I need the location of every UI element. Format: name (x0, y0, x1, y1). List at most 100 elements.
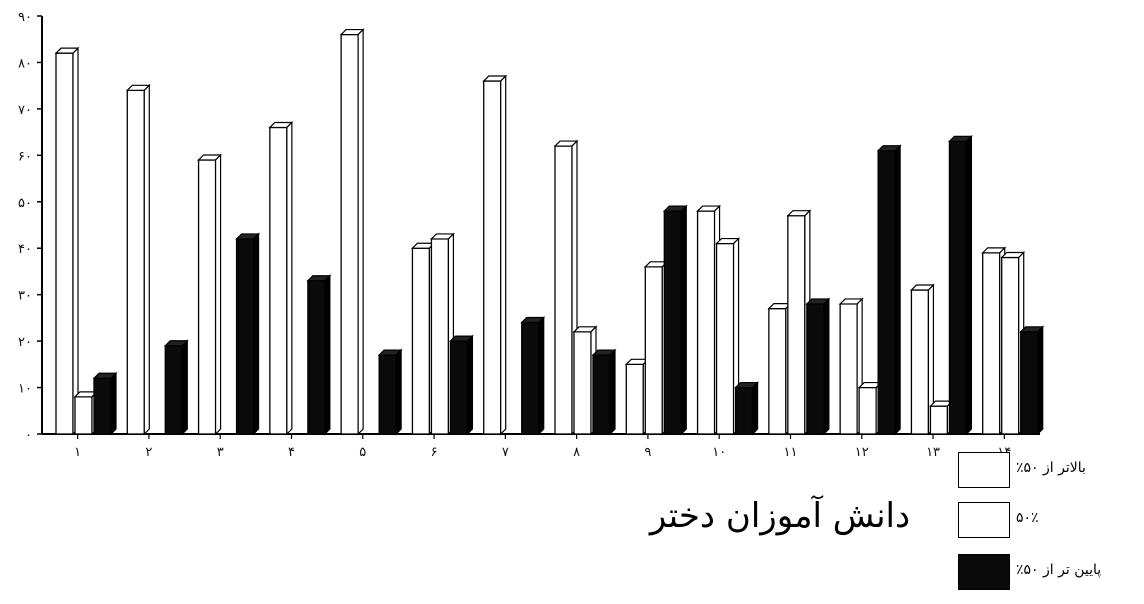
bar-above-50 (197, 153, 223, 436)
bar-front (126, 89, 145, 435)
x-tick-label: ۴ (288, 445, 295, 460)
x-tick-label: ۱۳ (926, 445, 940, 460)
bar-below-50 (377, 348, 403, 436)
y-tick-label: ۴۰ (18, 242, 32, 257)
bar-front (734, 386, 754, 435)
bar-front (696, 210, 716, 435)
bar-above-50 (54, 46, 80, 436)
x-tick-label: ۷ (502, 445, 509, 460)
bar-side (466, 334, 474, 436)
y-axis: ۰ ۱۰ ۲۰ ۳۰ ۴۰ ۵۰ ۶۰ ۷۰ ۸۰ ۹۰ (18, 10, 43, 443)
bar-front (93, 377, 112, 435)
legend-label-below-50: پایین تر از ۵۰٪ (1016, 562, 1102, 578)
bar-front (74, 396, 93, 435)
y-tick-label: ۱۰ (18, 382, 32, 397)
x-tick-label: ۹ (644, 445, 651, 460)
legend-item-50: ۵۰٪ (958, 498, 1142, 542)
legend-item-below-50: پایین تر از ۵۰٪ (958, 550, 1142, 594)
bar-side (680, 204, 687, 436)
bar-below-50 (805, 297, 831, 436)
bar-front (1020, 331, 1039, 435)
y-tick-label: ۸۰ (18, 56, 32, 71)
bar-front (521, 321, 540, 435)
bar-below-50 (876, 144, 902, 436)
bar-below-50 (163, 339, 189, 436)
bar-side (823, 297, 830, 436)
bar-front (948, 140, 968, 435)
bar-side (110, 371, 117, 436)
bar-side (214, 153, 222, 436)
bar-above-50 (553, 139, 579, 436)
x-tick-label: ۱۰ (712, 445, 726, 460)
bars (54, 28, 1045, 436)
bar-below-50 (662, 204, 688, 436)
bar-front (806, 303, 825, 435)
bar-side (181, 339, 188, 436)
legend-label-above-50: بالاتر از ۵۰٪ (1016, 460, 1086, 476)
bar-front (929, 405, 949, 435)
x-tick-label: ۲ (145, 445, 152, 460)
bar-side (143, 83, 150, 436)
bar-side (286, 121, 293, 436)
bar-front (877, 150, 896, 435)
bar-below-50 (520, 316, 546, 436)
bar-front (197, 159, 217, 435)
bar-side (538, 316, 545, 436)
bar-below-50 (92, 371, 118, 436)
bar-side (324, 274, 331, 436)
legend-swatch-50 (958, 502, 1010, 538)
bar-below-50 (734, 381, 760, 436)
bar-side (1037, 325, 1044, 436)
y-tick-label: ۷۰ (18, 103, 32, 118)
bar-front (269, 126, 288, 435)
bar-equal-50 (786, 209, 812, 436)
bar-front (164, 345, 183, 435)
bar-side (894, 144, 901, 436)
bar-above-50 (339, 28, 365, 436)
bar-side (252, 232, 260, 436)
bar-front (55, 52, 74, 435)
bar-below-50 (448, 334, 474, 436)
bar-front (554, 145, 573, 435)
bar-front (839, 303, 858, 435)
x-tick-label: ۶ (431, 445, 438, 460)
bar-front (411, 247, 431, 435)
bar-below-50 (947, 134, 973, 436)
bar-below-50 (591, 348, 617, 436)
y-tick-label: ۵۰ (18, 196, 32, 211)
bar-front (1001, 256, 1020, 435)
y-tick-label: ۹۰ (18, 10, 32, 25)
bar-side (357, 28, 364, 436)
bar-above-50 (125, 83, 151, 436)
bar-front (235, 238, 255, 435)
bar-equal-50 (1000, 251, 1026, 436)
y-tick-label: ۲۰ (18, 335, 32, 350)
x-axis: ۱۲۳۴۵۶۷۸۹۱۰۱۱۱۲۱۳۱۴ (42, 433, 1040, 460)
bar-front (573, 331, 592, 435)
bar-front (910, 289, 930, 435)
bar-front (787, 215, 806, 435)
bar-front (663, 210, 682, 435)
x-tick-label: ۱۲ (855, 445, 869, 460)
x-tick-label: ۵ (359, 445, 366, 460)
bar-front (625, 363, 644, 435)
bar-front (449, 340, 469, 435)
y-tick-label: ۰ (25, 428, 32, 443)
bar-side (500, 74, 507, 436)
bar-front (768, 307, 787, 435)
legend-swatch-above-50 (958, 452, 1010, 488)
bar-side (965, 134, 973, 436)
bar-front (982, 252, 1001, 435)
x-tick-label: ۸ (573, 445, 580, 460)
bar-front (644, 266, 663, 435)
x-tick-label: ۳ (217, 445, 224, 460)
y-tick-label: ۳۰ (18, 289, 32, 304)
bar-side (609, 348, 616, 436)
legend-swatch-below-50 (958, 554, 1010, 590)
x-tick-label: ۱۱ (784, 445, 798, 460)
bar-below-50 (1019, 325, 1045, 436)
x-tick-label: ۱ (74, 445, 81, 460)
bar-side (395, 348, 402, 436)
legend-label-50: ۵۰٪ (1016, 510, 1039, 526)
bar-below-50 (235, 232, 261, 436)
